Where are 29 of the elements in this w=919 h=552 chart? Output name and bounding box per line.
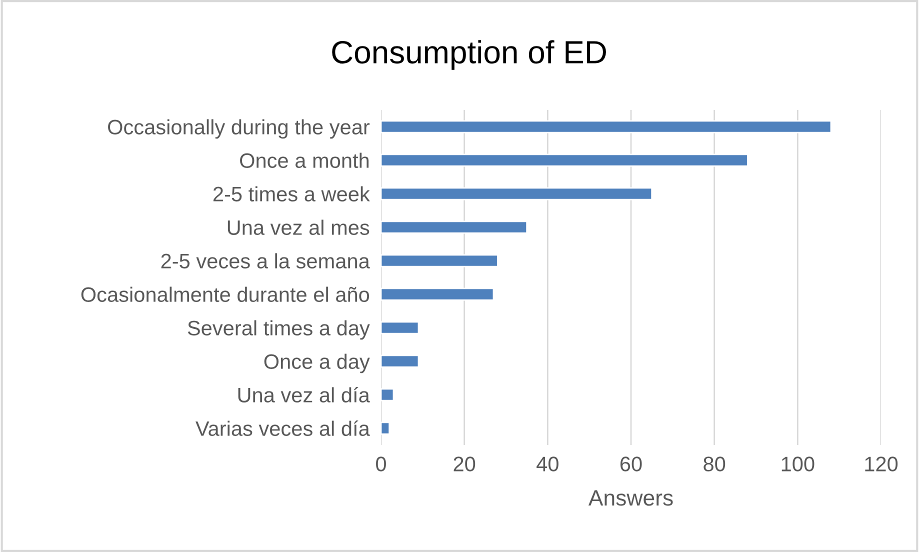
x-tick-label: 60 xyxy=(620,456,642,472)
x-tick-label: 120 xyxy=(865,456,898,472)
x-tick-label: 20 xyxy=(454,456,476,472)
bar xyxy=(381,288,494,301)
y-tick-label: Occasionally during the year xyxy=(108,119,370,139)
x-axis-title: Answers xyxy=(588,490,673,506)
x-tick-label: 0 xyxy=(376,456,386,472)
y-tick-label: Once a day xyxy=(264,354,370,374)
bar xyxy=(381,354,420,368)
chart-title: Consumption of ED xyxy=(332,40,606,70)
bar xyxy=(381,154,748,167)
bar xyxy=(381,220,528,234)
y-tick-label: Once a month xyxy=(240,152,369,168)
x-tick-label: 100 xyxy=(782,456,814,472)
y-tick-label: Una vez al mes xyxy=(228,220,370,236)
bar xyxy=(381,120,832,134)
bar xyxy=(381,254,498,268)
y-tick-label: 2-5 times a week xyxy=(213,186,370,202)
x-tick-label: 40 xyxy=(536,456,558,472)
y-tick-label: Ocasionalmente durante el año xyxy=(81,286,370,302)
bar xyxy=(381,321,420,334)
bar xyxy=(381,187,653,200)
y-tick-label: 2-5 veces a la semana xyxy=(161,253,370,269)
y-tick-label: Una vez al día xyxy=(238,386,370,403)
y-tick-label: Varias veces al día xyxy=(196,420,370,436)
bar xyxy=(381,388,394,402)
bar xyxy=(381,422,390,435)
x-tick-label: 80 xyxy=(704,456,726,472)
y-tick-label: Several times a day xyxy=(188,320,370,340)
